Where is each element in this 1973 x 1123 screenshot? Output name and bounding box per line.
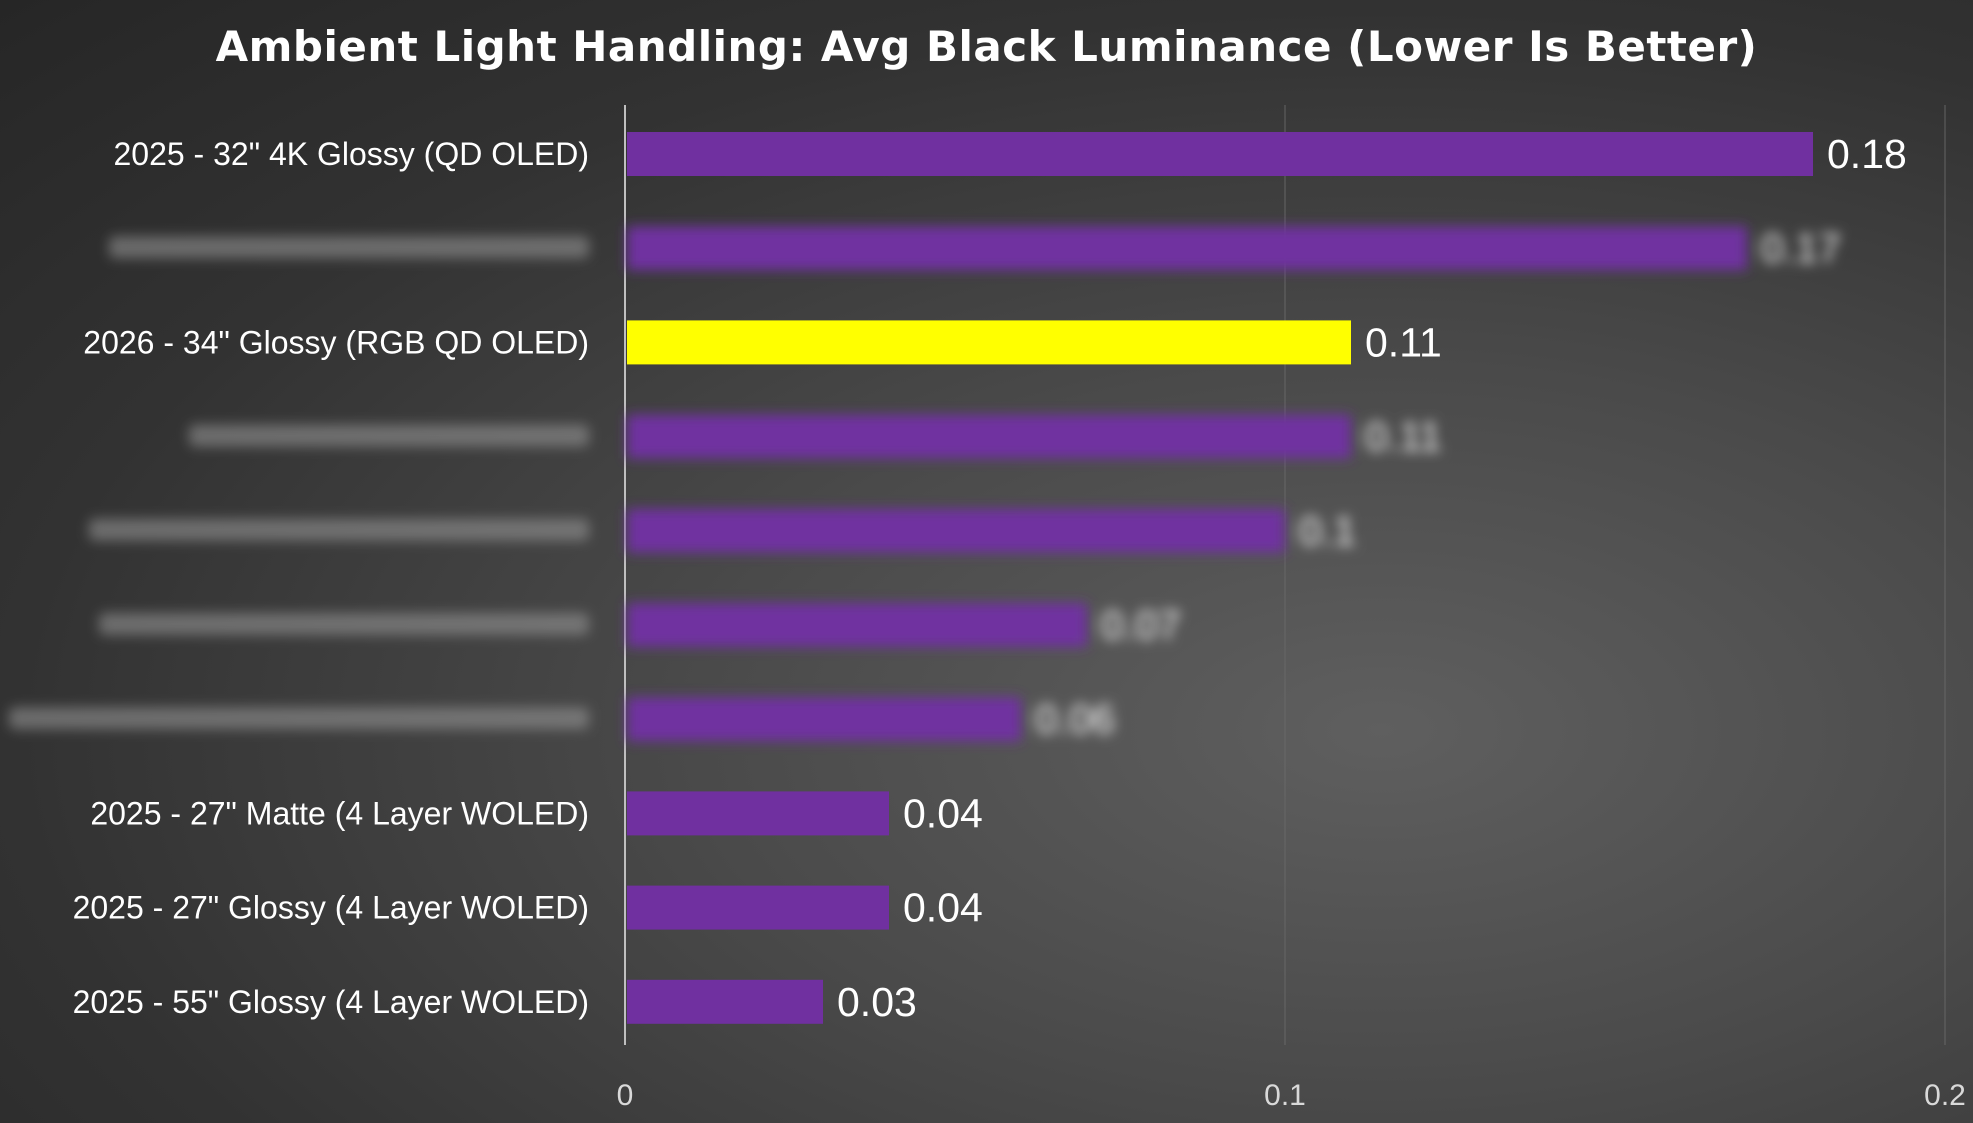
bar xyxy=(627,697,1021,742)
bar-group: 0.06 xyxy=(9,696,1115,742)
data-label: 0.06 xyxy=(1035,696,1115,742)
bar xyxy=(627,885,889,930)
category-label: 2025 - 55" Glossy (4 Layer WOLED) xyxy=(73,984,589,1020)
data-label: 0.11 xyxy=(1365,319,1442,365)
x-tick-label: 0.2 xyxy=(1924,1079,1966,1112)
bar-group: 0.07 xyxy=(99,602,1181,648)
bar xyxy=(627,226,1747,271)
blurred-label-smear xyxy=(189,424,589,447)
bar-group: 0.11 2026 - 34" Glossy (RGB QD OLED) xyxy=(83,319,1442,365)
bar-group: 0.04 2025 - 27" Matte (4 Layer WOLED) xyxy=(90,790,982,836)
bar-group: 0.03 2025 - 55" Glossy (4 Layer WOLED) xyxy=(73,979,917,1025)
bar-group: 0.04 2025 - 27" Glossy (4 Layer WOLED) xyxy=(73,885,983,931)
bar-group: 0.11 xyxy=(189,414,1442,460)
bar xyxy=(627,603,1087,647)
data-label: 0.04 xyxy=(903,885,983,931)
category-label: 2025 - 32" 4K Glossy (QD OLED) xyxy=(113,136,589,172)
data-label: 0.03 xyxy=(837,979,917,1025)
bar-group: 0.17 xyxy=(109,225,1841,271)
bar xyxy=(627,414,1351,459)
data-label: 0.11 xyxy=(1365,414,1442,460)
bar-group: 0.18 2025 - 32" 4K Glossy (QD OLED) xyxy=(113,131,1906,177)
bar xyxy=(627,791,889,836)
blurred-label-smear xyxy=(99,613,589,635)
data-label: 0.1 xyxy=(1299,508,1356,554)
chart-title: Ambient Light Handling: Avg Black Lumina… xyxy=(215,22,1758,71)
data-label: 0.18 xyxy=(1827,131,1907,177)
category-label: 2026 - 34" Glossy (RGB QD OLED) xyxy=(83,324,589,360)
category-label: 2025 - 27" Glossy (4 Layer WOLED) xyxy=(73,890,589,926)
blurred-label-smear xyxy=(89,518,589,541)
bar-group: 0.1 xyxy=(89,508,1356,554)
blurred-label-smear xyxy=(9,707,589,730)
bar xyxy=(627,979,823,1024)
blurred-label-smear xyxy=(109,236,589,259)
data-label: 0.17 xyxy=(1761,225,1841,271)
category-label: 2025 - 27" Matte (4 Layer WOLED) xyxy=(90,795,589,831)
data-label: 0.04 xyxy=(903,790,983,836)
data-label: 0.07 xyxy=(1101,602,1181,648)
x-tick-label: 0 xyxy=(617,1079,634,1112)
x-tick-label: 0.1 xyxy=(1264,1079,1306,1112)
highlighted-bar xyxy=(627,320,1351,365)
bar xyxy=(627,132,1813,176)
bar xyxy=(627,508,1285,553)
